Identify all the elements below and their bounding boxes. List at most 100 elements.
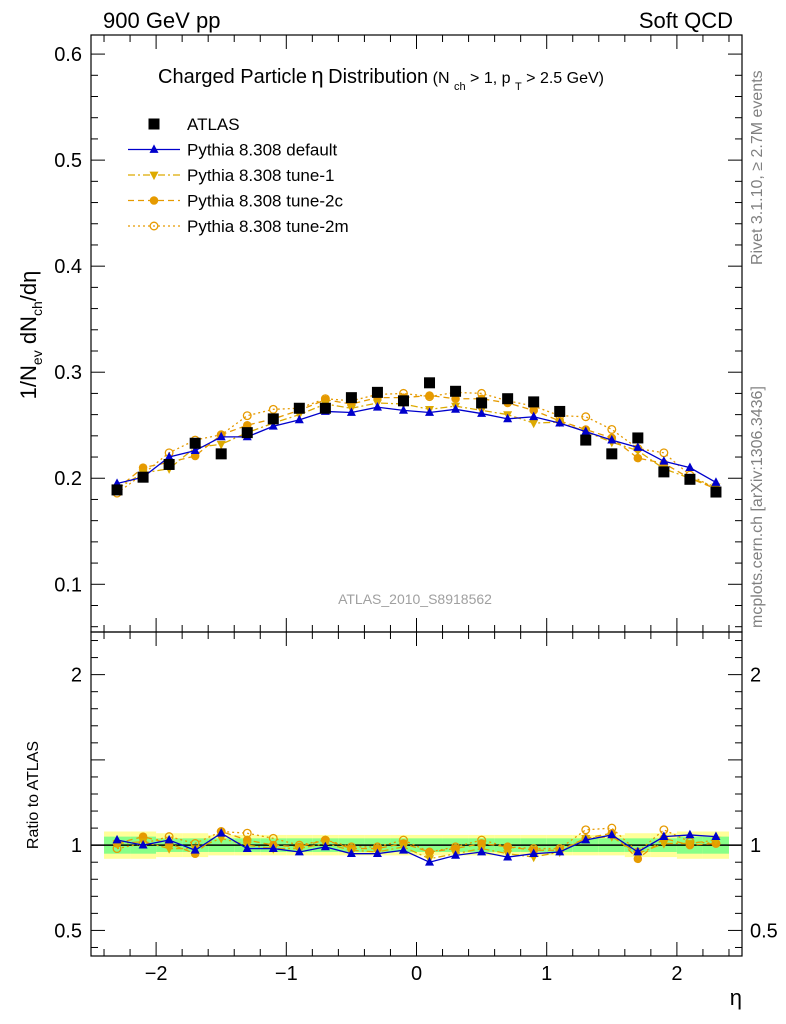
- main-y-tick-label: 0.4: [54, 256, 82, 278]
- ratio-point-pythia-8-308-default: [477, 846, 487, 856]
- main-point-pythia-8-308-default: [190, 445, 200, 455]
- ratio-point-pythia-8-308-default: [451, 850, 461, 859]
- main-line-pythia-8-308-default: [116, 406, 717, 485]
- main-point-pythia-8-308-tune-2c: [529, 406, 538, 415]
- main-point-pythia-8-308-default: [425, 407, 435, 416]
- main-point-atlas: [580, 434, 592, 446]
- mcplots-label: mcplots.cern.ch [arXiv:1306.3436]: [749, 386, 766, 628]
- main-point-pythia-8-308-tune-2m: [268, 404, 278, 414]
- main-point-pythia-8-308-default: [633, 442, 643, 451]
- ratio-point-pythia-8-308-default: [581, 834, 591, 844]
- ratio-point-pythia-8-308-tune-2m: [581, 825, 591, 835]
- ratio-point-pythia-8-308-tune-2c: [503, 842, 512, 852]
- ratio-point-pythia-8-308-default: [268, 843, 278, 852]
- main-point-atlas: [293, 402, 305, 414]
- main-point-pythia-8-308-tune-1: [216, 440, 226, 450]
- legend-label-pythia-8-308-default: Pythia 8.308 default: [187, 141, 338, 160]
- main-point-atlas: [111, 484, 123, 496]
- ratio-line-pythia-8-308-default: [116, 832, 717, 863]
- main-point-atlas: [371, 386, 383, 398]
- main-point-pythia-8-308-default: [711, 477, 721, 486]
- main-line-pythia-8-308-tune-1: [116, 402, 717, 490]
- main-y-axis-label: 1/Nev dNch/dη: [16, 271, 45, 400]
- main-point-atlas: [554, 405, 566, 417]
- main-point-atlas: [345, 392, 357, 404]
- main-point-pythia-8-308-tune-2c: [425, 391, 434, 400]
- main-point-pythia-8-308-default: [268, 421, 278, 430]
- ratio-y-tick-label: 1: [71, 835, 82, 857]
- main-y-tick-label: 0.5: [54, 150, 82, 172]
- main-point-pythia-8-308-tune-1: [529, 419, 539, 429]
- header-right: Soft QCD: [639, 8, 733, 33]
- main-point-atlas: [215, 448, 227, 460]
- main-point-pythia-8-308-default: [372, 402, 382, 411]
- main-point-atlas: [267, 413, 279, 425]
- ratio-y-tick-label-right: 2: [750, 665, 761, 687]
- main-point-pythia-8-308-default: [607, 434, 617, 444]
- main-point-pythia-8-308-default: [398, 405, 408, 414]
- ratio-frame: [90, 631, 743, 957]
- main-point-atlas: [710, 486, 722, 498]
- main-point-pythia-8-308-default: [555, 417, 565, 427]
- main-point-pythia-8-308-tune-2m: [659, 448, 669, 458]
- main-point-atlas: [163, 458, 175, 470]
- main-point-pythia-8-308-default: [685, 462, 695, 472]
- main-x-ticks: [103, 35, 730, 632]
- legend-marker-atlas: [148, 118, 160, 130]
- legend-label-atlas: ATLAS: [187, 115, 240, 134]
- main-point-pythia-8-308-default: [216, 431, 226, 441]
- main-panel: 0.1 0.2 0.3 0.4 0.5 0.6: [54, 34, 743, 633]
- ratio-point-pythia-8-308-default: [294, 846, 304, 856]
- main-point-pythia-8-308-tune-2m: [607, 424, 617, 434]
- ratio-point-pythia-8-308-default: [633, 846, 643, 856]
- ratio-point-pythia-8-308-default: [398, 845, 408, 854]
- ratio-point-pythia-8-308-tune-2c: [425, 847, 434, 857]
- main-point-pythia-8-308-tune-2c: [633, 453, 643, 463]
- rivet-label: Rivet 3.1.10, ≥ 2.7M events: [749, 70, 766, 265]
- header-left: 900 GeV pp: [103, 8, 220, 33]
- ratio-y-tick-label-right: 0.5: [750, 920, 778, 942]
- ratio-point-pythia-8-308-default: [320, 841, 330, 851]
- main-y-tick-label: 0.6: [54, 44, 82, 66]
- main-point-atlas: [424, 377, 436, 389]
- ratio-line-pythia-8-308-tune-1: [116, 835, 717, 860]
- x-tick-label: 2: [671, 963, 682, 985]
- main-point-atlas: [528, 396, 540, 408]
- main-point-pythia-8-308-tune-2m: [581, 412, 591, 422]
- ratio-y-axis-label: Ratio to ATLAS: [25, 741, 42, 849]
- main-y-tick-label: 0.1: [54, 574, 82, 596]
- x-tick-label: −1: [275, 963, 298, 985]
- ratio-point-pythia-8-308-default: [659, 831, 669, 841]
- ratio-y-tick-label: 0.5: [54, 920, 82, 942]
- main-point-pythia-8-308-default: [346, 407, 356, 416]
- ratio-panel: 0.5 0.5 1 1 2 2 −2 −1 0 1 2: [54, 631, 778, 985]
- ratio-point-pythia-8-308-default: [555, 846, 565, 856]
- ratio-point-pythia-8-308-default: [190, 845, 200, 854]
- main-point-pythia-8-308-default: [294, 414, 304, 424]
- legend-label-pythia-8-308-tune-2m: Pythia 8.308 tune-2m: [187, 217, 349, 236]
- main-point-atlas: [684, 473, 696, 485]
- legend-marker-pythia-8-308-tune-2m: [149, 221, 159, 231]
- ratio-line-pythia-8-308-tune-2m: [116, 827, 717, 853]
- main-point-pythia-8-308-tune-2m: [242, 411, 252, 421]
- main-line-pythia-8-308-tune-2c: [116, 394, 717, 490]
- x-tick-label: 1: [541, 963, 552, 985]
- ratio-point-pythia-8-308-default: [425, 857, 435, 866]
- legend-marker-pythia-8-308-tune-1: [149, 171, 159, 181]
- ratio-point-pythia-8-308-default: [372, 848, 382, 858]
- main-data-layer: [111, 377, 722, 498]
- main-point-atlas: [476, 397, 488, 409]
- main-point-pythia-8-308-default: [164, 451, 174, 461]
- main-y-tick-label: 0.2: [54, 468, 82, 490]
- main-point-atlas: [450, 385, 462, 397]
- legend: ATLAS Pythia 8.308 default Pythia 8.308 tu…: [128, 115, 349, 236]
- main-point-pythia-8-308-default: [529, 411, 539, 421]
- main-point-atlas: [606, 448, 618, 460]
- ratio-point-pythia-8-308-default: [216, 828, 226, 837]
- main-y-tick-label: 0.3: [54, 362, 82, 384]
- ratio-point-pythia-8-308-default: [503, 851, 513, 861]
- legend-label-pythia-8-308-tune-2c: Pythia 8.308 tune-2c: [187, 192, 343, 211]
- main-point-pythia-8-308-default: [451, 404, 461, 413]
- ratio-y-tick-label: 2: [71, 665, 82, 687]
- ratio-point-pythia-8-308-default: [711, 831, 721, 841]
